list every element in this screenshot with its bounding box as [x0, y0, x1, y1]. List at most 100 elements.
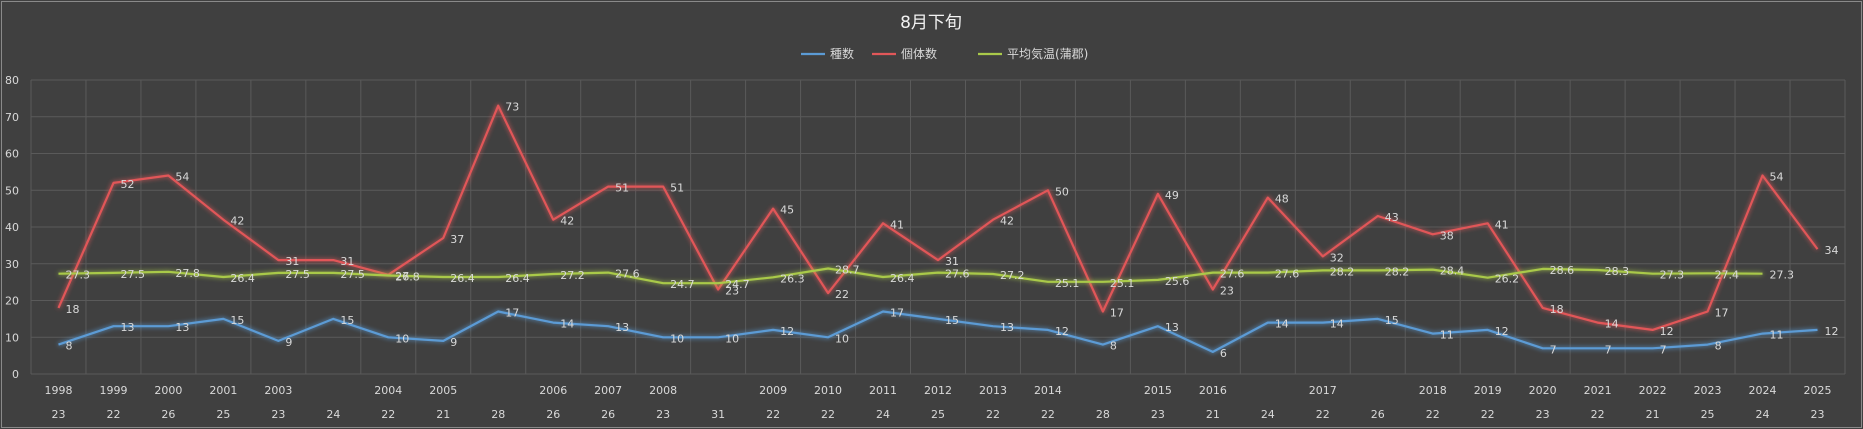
series-line — [57, 104, 1819, 331]
data-label: 7 — [1550, 343, 1557, 356]
x-tick-day: 21 — [1646, 408, 1660, 421]
x-tick-day: 22 — [1041, 408, 1055, 421]
data-label: 27.3 — [1660, 269, 1685, 282]
x-tick-day: 23 — [1811, 408, 1825, 421]
x-tick-year: 2007 — [594, 384, 622, 397]
data-label: 27.8 — [175, 267, 200, 280]
x-tick-day: 28 — [1096, 408, 1110, 421]
y-tick-label: 80 — [5, 74, 19, 87]
x-tick-day: 28 — [491, 408, 505, 421]
x-tick-day: 26 — [1371, 408, 1385, 421]
data-label: 14 — [1330, 318, 1344, 331]
data-label: 27.2 — [1000, 269, 1025, 282]
data-label: 13 — [1000, 321, 1014, 334]
data-label: 42 — [560, 215, 574, 228]
data-labels: 8 13 13 15 9 15 10 9 17 14 13 10 10 12 10 17 15 13 12 8 13 6 1… — [65, 101, 1838, 360]
data-label: 26.4 — [450, 272, 475, 285]
x-tick-year: 2011 — [869, 384, 897, 397]
y-tick-label: 10 — [5, 331, 19, 344]
data-label: 14 — [1605, 318, 1619, 331]
data-label: 45 — [780, 204, 794, 217]
data-label: 17 — [505, 307, 519, 320]
data-label: 9 — [285, 336, 292, 349]
x-tick-year: 2020 — [1529, 384, 1557, 397]
data-label: 31 — [285, 255, 299, 268]
x-tick-year: 2010 — [814, 384, 842, 397]
data-label: 42 — [230, 215, 244, 228]
x-tick-year: 2005 — [429, 384, 457, 397]
data-label: 43 — [1385, 211, 1399, 224]
x-tick-day: 23 — [271, 408, 285, 421]
data-label: 17 — [1110, 307, 1124, 320]
data-label: 26.8 — [395, 271, 420, 284]
y-tick-label: 70 — [5, 111, 19, 124]
x-tick-year: 2024 — [1749, 384, 1777, 397]
data-label: 26.3 — [780, 272, 805, 285]
legend-label: 種数 — [830, 46, 854, 61]
x-tick-year: 2016 — [1199, 384, 1227, 397]
data-label: 8 — [1715, 340, 1722, 353]
y-tick-label: 60 — [5, 148, 19, 161]
data-label: 25.1 — [1110, 277, 1135, 290]
x-tick-day: 24 — [1756, 408, 1770, 421]
data-label: 13 — [120, 321, 134, 334]
data-label: 17 — [1715, 307, 1729, 320]
data-label: 50 — [1055, 185, 1069, 198]
data-label: 15 — [945, 314, 959, 327]
data-label: 9 — [450, 336, 457, 349]
data-label: 18 — [65, 303, 79, 316]
data-label: 22 — [835, 288, 849, 301]
x-tick-day: 25 — [216, 408, 230, 421]
x-tick-day: 21 — [436, 408, 450, 421]
x-tick-year: 2008 — [649, 384, 677, 397]
y-tick-label: 50 — [5, 184, 19, 197]
data-label: 27.5 — [285, 268, 310, 281]
x-tick-year: 2022 — [1639, 384, 1667, 397]
x-tick-day: 25 — [931, 408, 945, 421]
data-label: 28.4 — [1440, 265, 1465, 278]
data-label: 31 — [945, 255, 959, 268]
data-label: 10 — [395, 332, 409, 345]
x-axis-ticks: 1998 23 1999 22 2000 26 2001 25 2003 23 24 2004 22 20… — [44, 384, 1831, 421]
data-label: 27.2 — [560, 269, 585, 282]
data-label: 26.4 — [230, 272, 255, 285]
data-label: 18 — [1550, 303, 1564, 316]
data-label: 15 — [230, 314, 244, 327]
data-label: 14 — [1275, 318, 1289, 331]
x-tick-day: 24 — [1261, 408, 1275, 421]
data-label: 7 — [1605, 343, 1612, 356]
x-tick-year: 2009 — [759, 384, 787, 397]
x-tick-day: 21 — [1206, 408, 1220, 421]
data-label: 12 — [1055, 325, 1069, 338]
data-label: 27.4 — [1715, 268, 1740, 281]
data-label: 38 — [1440, 229, 1454, 242]
legend: 種数 個体数 平均気温(蒲郡) — [801, 46, 1088, 61]
data-label: 41 — [1495, 218, 1509, 231]
x-tick-year: 2025 — [1804, 384, 1832, 397]
x-tick-year: 2023 — [1694, 384, 1722, 397]
data-label: 7 — [1660, 343, 1667, 356]
x-tick-day: 22 — [381, 408, 395, 421]
data-label: 8 — [1110, 340, 1117, 353]
data-label: 13 — [1165, 321, 1179, 334]
x-tick-day: 24 — [876, 408, 890, 421]
y-tick-label: 40 — [5, 221, 19, 234]
data-label: 26.4 — [890, 272, 915, 285]
data-label: 10 — [670, 332, 684, 345]
data-label: 23 — [725, 284, 739, 297]
x-tick-day: 26 — [601, 408, 615, 421]
data-label: 27 — [395, 270, 409, 283]
x-tick-day: 23 — [656, 408, 670, 421]
data-label: 27.3 — [65, 269, 90, 282]
x-tick-day: 26 — [161, 408, 175, 421]
data-label: 28.3 — [1605, 265, 1630, 278]
data-label: 26.4 — [505, 272, 530, 285]
data-label: 11 — [1770, 329, 1784, 342]
data-label: 31 — [340, 255, 354, 268]
series-line — [58, 310, 1818, 353]
x-tick-year: 1999 — [99, 384, 127, 397]
data-label: 52 — [120, 178, 134, 191]
data-label: 42 — [1000, 215, 1014, 228]
x-tick-day: 22 — [106, 408, 120, 421]
